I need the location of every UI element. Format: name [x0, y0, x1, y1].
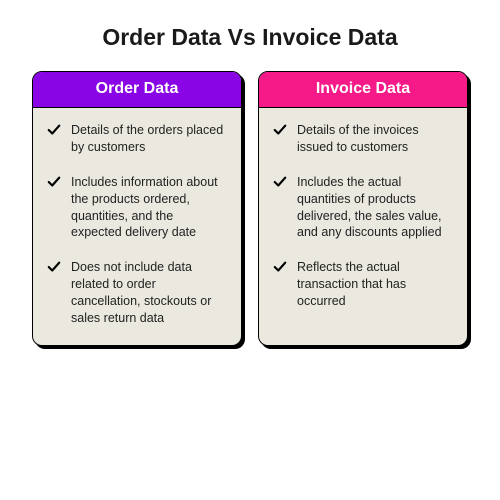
check-icon	[273, 175, 287, 189]
card-header-order: Order Data	[33, 72, 241, 108]
page-title: Order Data Vs Invoice Data	[102, 24, 397, 51]
item-text: Reflects the actual transaction that has…	[297, 259, 453, 310]
check-icon	[47, 123, 61, 137]
check-icon	[273, 260, 287, 274]
list-item: Details of the orders placed by customer…	[47, 122, 227, 156]
list-item: Includes the actual quantities of produc…	[273, 174, 453, 242]
check-icon	[47, 260, 61, 274]
list-item: Reflects the actual transaction that has…	[273, 259, 453, 310]
card-header-invoice: Invoice Data	[259, 72, 467, 108]
list-item: Does not include data related to order c…	[47, 259, 227, 327]
card-body-invoice: Details of the invoices issued to custom…	[259, 108, 467, 328]
item-text: Includes information about the products …	[71, 174, 227, 242]
check-icon	[273, 123, 287, 137]
card-order-data: Order Data Details of the orders placed …	[32, 71, 242, 346]
item-text: Includes the actual quantities of produc…	[297, 174, 453, 242]
item-text: Details of the orders placed by customer…	[71, 122, 227, 156]
check-icon	[47, 175, 61, 189]
card-body-order: Details of the orders placed by customer…	[33, 108, 241, 345]
item-text: Does not include data related to order c…	[71, 259, 227, 327]
card-invoice-data: Invoice Data Details of the invoices iss…	[258, 71, 468, 346]
list-item: Details of the invoices issued to custom…	[273, 122, 453, 156]
cards-row: Order Data Details of the orders placed …	[28, 71, 472, 346]
list-item: Includes information about the products …	[47, 174, 227, 242]
item-text: Details of the invoices issued to custom…	[297, 122, 453, 156]
